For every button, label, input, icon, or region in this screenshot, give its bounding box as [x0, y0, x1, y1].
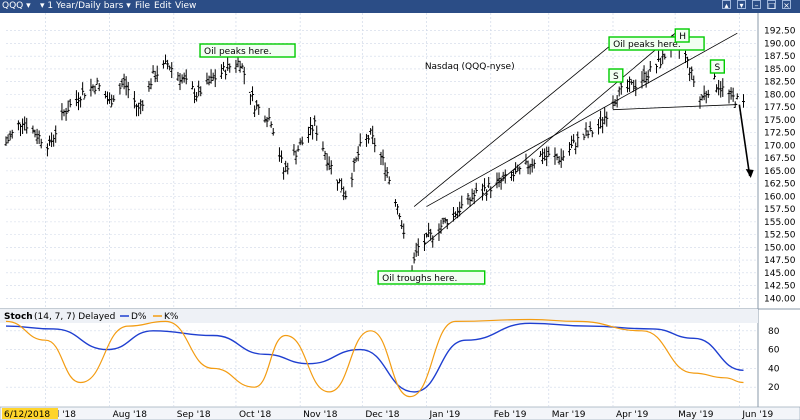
x-tick-label: Dec '18 — [365, 410, 399, 420]
stoch-header-bg — [0, 309, 758, 323]
y-tick-label: 162.50 — [764, 180, 796, 190]
start-date-label: 6/12/2018 — [4, 410, 50, 420]
symbol-input[interactable]: QQQ ▾ — [2, 1, 31, 11]
x-tick-label: Aug '18 — [113, 410, 148, 420]
y-tick-label: 190.00 — [764, 39, 796, 49]
annotation-label: S — [613, 72, 619, 82]
legend-label: K% — [164, 312, 179, 322]
stoch-y-tick-label: 20 — [768, 383, 780, 393]
trend-line — [612, 104, 738, 111]
annotation-box — [674, 28, 690, 43]
y-tick-label: 192.50 — [764, 27, 796, 37]
annotation-label: Oil peaks here. — [613, 40, 681, 50]
y-tick-label: 180.00 — [764, 90, 796, 100]
x-tick-label: Mar '19 — [552, 410, 586, 420]
y-tick-label: 167.50 — [764, 154, 796, 164]
date-axis-strip — [0, 406, 800, 420]
y-tick-label: 175.00 — [764, 116, 796, 126]
down-arrow-head — [745, 168, 754, 178]
y-tick-label: 155.00 — [764, 218, 796, 228]
annotation-label: Oil peaks here. — [204, 47, 272, 57]
menu-file[interactable]: File — [135, 1, 151, 11]
y-tick-label: 145.00 — [764, 269, 796, 279]
title-bar: QQQ ▾ ▾ 1 Year/Daily bars ▾ File Edit Vi… — [0, 0, 800, 13]
x-tick-label: Jun '19 — [741, 410, 773, 420]
symbol-text: QQQ — [2, 1, 24, 11]
stoch-y-tick-label: 80 — [768, 327, 780, 337]
x-tick-label: Oct '18 — [239, 410, 272, 420]
start-date-highlight — [2, 408, 58, 419]
annotation-box — [608, 68, 624, 83]
annotation-label: Oil troughs here. — [382, 274, 457, 284]
y-tick-label: 187.50 — [764, 52, 796, 62]
period-text: 1 Year/Daily bars — [47, 1, 124, 11]
stoch-line-kpct — [5, 318, 744, 398]
y-tick-label: 182.50 — [764, 78, 796, 88]
menu-edit[interactable]: Edit — [154, 1, 172, 11]
trend-line — [413, 43, 614, 207]
trend-line — [424, 32, 676, 246]
stoch-y-tick-label: 40 — [768, 364, 780, 374]
stoch-y-tick-label: 60 — [768, 346, 780, 356]
stoch-line-dpct — [5, 322, 744, 393]
y-tick-label: 177.50 — [764, 103, 796, 113]
legend-label: D% — [131, 312, 147, 322]
stoch-title: Stoch — [4, 312, 33, 322]
trend-line — [426, 32, 738, 207]
period-dropdown[interactable]: ▾ 1 Year/Daily bars ▾ — [40, 1, 131, 11]
x-tick-label: Sep '18 — [177, 410, 211, 420]
x-tick-label: May '19 — [678, 410, 714, 420]
annotation-box — [377, 270, 486, 285]
y-tick-label: 185.00 — [764, 65, 796, 75]
toolbar-menu-icon[interactable]: ▾ — [737, 0, 746, 10]
annotation-box — [709, 59, 725, 74]
y-tick-label: 142.50 — [764, 282, 796, 292]
minimize-icon[interactable]: – — [752, 0, 761, 10]
y-tick-label: 165.00 — [764, 167, 796, 177]
restore-icon[interactable]: □ — [767, 0, 776, 10]
down-arrow-shaft — [738, 104, 751, 177]
x-tick-label: Feb '19 — [494, 410, 527, 420]
annotation-label: S — [714, 63, 720, 73]
y-tick-label: 172.50 — [764, 129, 796, 139]
annotation-label: H — [679, 32, 686, 42]
y-tick-label: 147.50 — [764, 256, 796, 266]
y-tick-label: 170.00 — [764, 141, 796, 151]
x-tick-label: Apr '19 — [616, 410, 649, 420]
x-tick-label: Nov '18 — [303, 410, 338, 420]
close-icon[interactable]: × — [782, 0, 791, 10]
stoch-params: (14, 7, 7) Delayed — [34, 312, 115, 322]
chart-canvas: Jul '18 Aug '18 Sep '18 Oct '18 Nov '18 Dec '… — [0, 13, 800, 420]
y-tick-label: 160.00 — [764, 192, 796, 202]
chart-title: Nasdaq (QQQ-nyse) — [425, 62, 515, 72]
y-tick-label: 140.00 — [764, 294, 796, 304]
y-tick-label: 157.50 — [764, 205, 796, 215]
x-tick-label: Jan '19 — [429, 410, 461, 420]
x-tick-label: Jul '18 — [47, 410, 76, 420]
annotation-box — [199, 43, 296, 58]
menu-view[interactable]: View — [175, 1, 197, 11]
y-tick-label: 150.00 — [764, 243, 796, 253]
toolbar-up-icon[interactable]: ▴ — [722, 0, 731, 10]
y-tick-label: 152.50 — [764, 231, 796, 241]
